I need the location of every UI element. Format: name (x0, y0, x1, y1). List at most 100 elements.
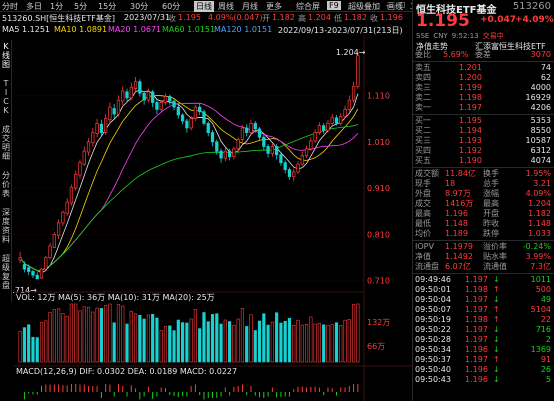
tick-dir: ↓ (493, 335, 500, 344)
candle-body (95, 122, 99, 134)
period-tab-4[interactable]: 15分 (98, 2, 117, 11)
period-tab-1[interactable]: 多日 (26, 2, 42, 11)
volume-bar (82, 306, 86, 363)
candle-body (138, 81, 142, 94)
candle-body (193, 106, 198, 120)
ask-vol: 4206 (530, 103, 551, 112)
ma5-line (19, 89, 359, 274)
stat-value: 1.189 (445, 229, 468, 238)
stat-value-2: 1.148 (528, 219, 551, 228)
kline-chart[interactable]: 1.110 1.010 0.910 0.810 0.710 1.204→ 0.714→VOL… (12, 36, 412, 401)
bid-price: 1.195 (459, 116, 482, 125)
tick-price: 1.196 (465, 375, 488, 384)
candle-body (292, 171, 296, 177)
tool-button-2[interactable]: 超级叠加 (348, 2, 380, 11)
tag-0: SSE (416, 32, 430, 40)
y-tick-label: 0.910 (367, 184, 390, 193)
stat-value-2: 1.95% (525, 169, 551, 178)
volume-bar (228, 321, 232, 363)
bar-high: 1.204 (308, 13, 331, 22)
iopv-row: 净值 1.1492 贴水率 3.99% (415, 252, 553, 262)
side-tab-1[interactable]: T I C K (3, 79, 9, 115)
period-tab-10[interactable]: 更多 (266, 2, 282, 11)
ask-price: 1.200 (459, 73, 482, 82)
tick-dir: ↑ (493, 285, 500, 294)
period-tab-2[interactable]: 1分 (50, 2, 64, 11)
candle-body (334, 117, 339, 124)
candle-body (296, 163, 300, 173)
stat-label: 现手 (415, 179, 431, 188)
iopv-label: 净值 (415, 252, 431, 261)
bar-change: 4.09%(0.047) (208, 13, 263, 22)
volume-bar (232, 324, 236, 363)
side-tab-2[interactable]: 成 交 明 细 (2, 125, 10, 161)
candle-body (356, 55, 360, 87)
volume-bar (35, 337, 39, 363)
volume-bar (57, 308, 61, 363)
maximize-icon[interactable]: ☐ (398, 1, 406, 10)
stat-value: 1416万 (445, 199, 474, 208)
period-tab-8[interactable]: 周线 (218, 2, 234, 11)
ratio-value: 5.69% (443, 50, 469, 59)
volume-bar (343, 319, 347, 363)
period-tab-9[interactable]: 月线 (242, 2, 258, 11)
tick-vol: 716 (535, 325, 551, 334)
stat-row: 外盘 8.97万 涨幅 4.09% (415, 189, 553, 199)
low-label: 低 (334, 14, 342, 23)
candle-body (266, 146, 270, 154)
period-tab-0[interactable]: 分时 (2, 2, 18, 11)
panel-change-pct: +4.09% (515, 15, 554, 25)
volume-bar (129, 310, 133, 363)
tool-button-1[interactable]: F9 (327, 1, 341, 10)
side-tab-0[interactable]: K 线 图 (2, 42, 10, 69)
candle-body (189, 118, 193, 129)
tool-button-0[interactable]: 综合屏 (296, 2, 320, 11)
volume-bar (112, 322, 116, 363)
stat-value-2: 4.09% (525, 189, 551, 198)
volume-bar (61, 313, 65, 363)
tick-row: 09:50:01 1.198 ↑ 500 (415, 285, 553, 295)
candle-body (125, 91, 129, 99)
period-tab-6[interactable]: 60分 (162, 2, 181, 11)
ask-label: 卖三 (415, 83, 431, 92)
tab-net-value[interactable]: 净值走势 (416, 42, 448, 51)
candle-body (287, 169, 292, 177)
tag-2: 9:52:13 (451, 32, 479, 40)
tick-time: 09:50:07 (415, 305, 451, 314)
volume-bar (300, 324, 304, 363)
ma10-line (19, 95, 359, 271)
tick-dir: ↓ (493, 295, 500, 304)
period-tab-3[interactable]: 5分 (74, 2, 88, 11)
candle-body (18, 257, 22, 261)
period-tab-7[interactable]: 日线 (194, 1, 214, 12)
volume-bar (146, 314, 150, 363)
restore-icon[interactable]: - (386, 1, 389, 10)
candle-body (322, 125, 326, 131)
tick-row: 09:50:43 1.196 ↓ 5 (415, 375, 553, 385)
side-tab-5[interactable]: 超 级 复 盘 (2, 254, 10, 290)
candle-body (78, 162, 82, 176)
period-tab-5[interactable]: 30分 (130, 2, 149, 11)
candle-body (159, 102, 163, 110)
bar-date: 2023/07/31 (124, 13, 171, 22)
tool-button-3[interactable]: 画线 (387, 2, 403, 11)
candle-body (52, 234, 56, 248)
volume-bar (193, 309, 197, 363)
tick-row: 09:49:46 1.197 ↓ 1011 (415, 275, 553, 285)
volume-bar (95, 307, 99, 363)
candle-body (206, 122, 210, 133)
volume-bar (257, 320, 262, 363)
tick-time: 09:50:04 (415, 295, 451, 304)
volume-bar (48, 312, 52, 363)
volume-bar (210, 314, 215, 363)
side-tab-4[interactable]: 深 度 资 料 (2, 208, 10, 244)
volume-bar (266, 324, 270, 363)
tab-fund-name[interactable]: 汇添富恒生科技ETF (475, 42, 546, 51)
bid-price: 1.192 (459, 146, 482, 155)
candle-body (249, 122, 253, 133)
candle-body (121, 90, 125, 102)
iopv-label-2: 溢价率 (483, 242, 507, 251)
side-tab-3[interactable]: 分 价 表 (2, 171, 10, 198)
panel-title: 恒生科技ETF基金 (416, 5, 497, 16)
y-tick-label: 1.110 (367, 92, 390, 101)
